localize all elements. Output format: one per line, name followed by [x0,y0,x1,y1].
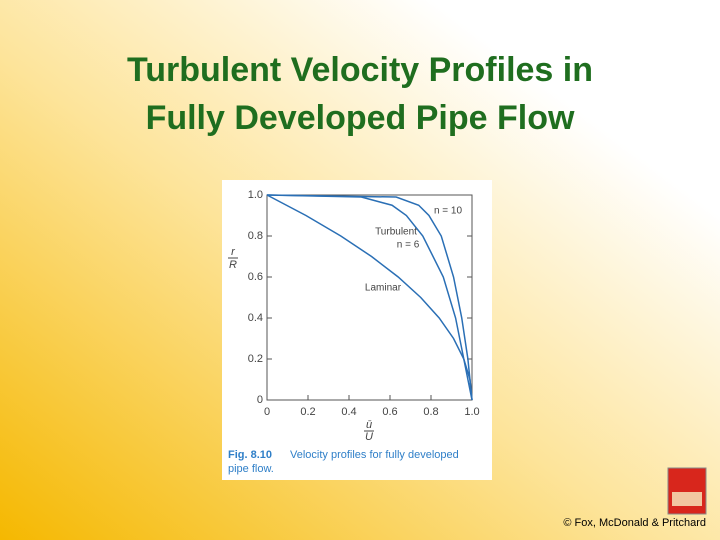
x-label: ū [366,419,372,431]
x-tick-label: 0 [264,406,270,418]
y-label: R [229,259,237,271]
figure-panel [222,180,492,480]
book-cover-image [672,492,702,506]
y-tick-label: 0.6 [248,271,263,283]
plot-frame [266,194,473,401]
book-cover [667,467,707,515]
caption: pipe flow. [228,463,274,475]
x-tick-label: 1.0 [464,406,479,418]
caption-label: Fig. 8.10 [228,449,272,461]
profile-line [266,194,473,401]
annotation: Turbulent [375,227,417,238]
y-tick-label: 1.0 [248,189,263,201]
x-tick-label: 0.6 [382,406,397,418]
x-tick-label: 0.4 [341,406,356,418]
y-tick-label: 0.8 [248,230,263,242]
x-tick-label: 0.2 [300,406,315,418]
annotation: n = 10 [434,206,463,217]
y-tick-label: 0.2 [248,353,263,365]
x-label: U [365,431,373,443]
copyright: © Fox, McDonald & Pritchard [563,517,706,529]
annotation: n = 6 [397,240,420,251]
x-tick-label: 0.8 [423,406,438,418]
caption: Velocity profiles for fully developed [290,449,459,461]
profile-line [266,194,473,401]
y-tick-label: 0.4 [248,312,263,324]
y-tick-label: 0 [257,394,263,406]
title: Fully Developed Pipe Flow [146,99,575,137]
title: Turbulent Velocity Profiles in [127,51,593,89]
annotation: Laminar [365,283,402,294]
y-label: r [231,246,236,258]
